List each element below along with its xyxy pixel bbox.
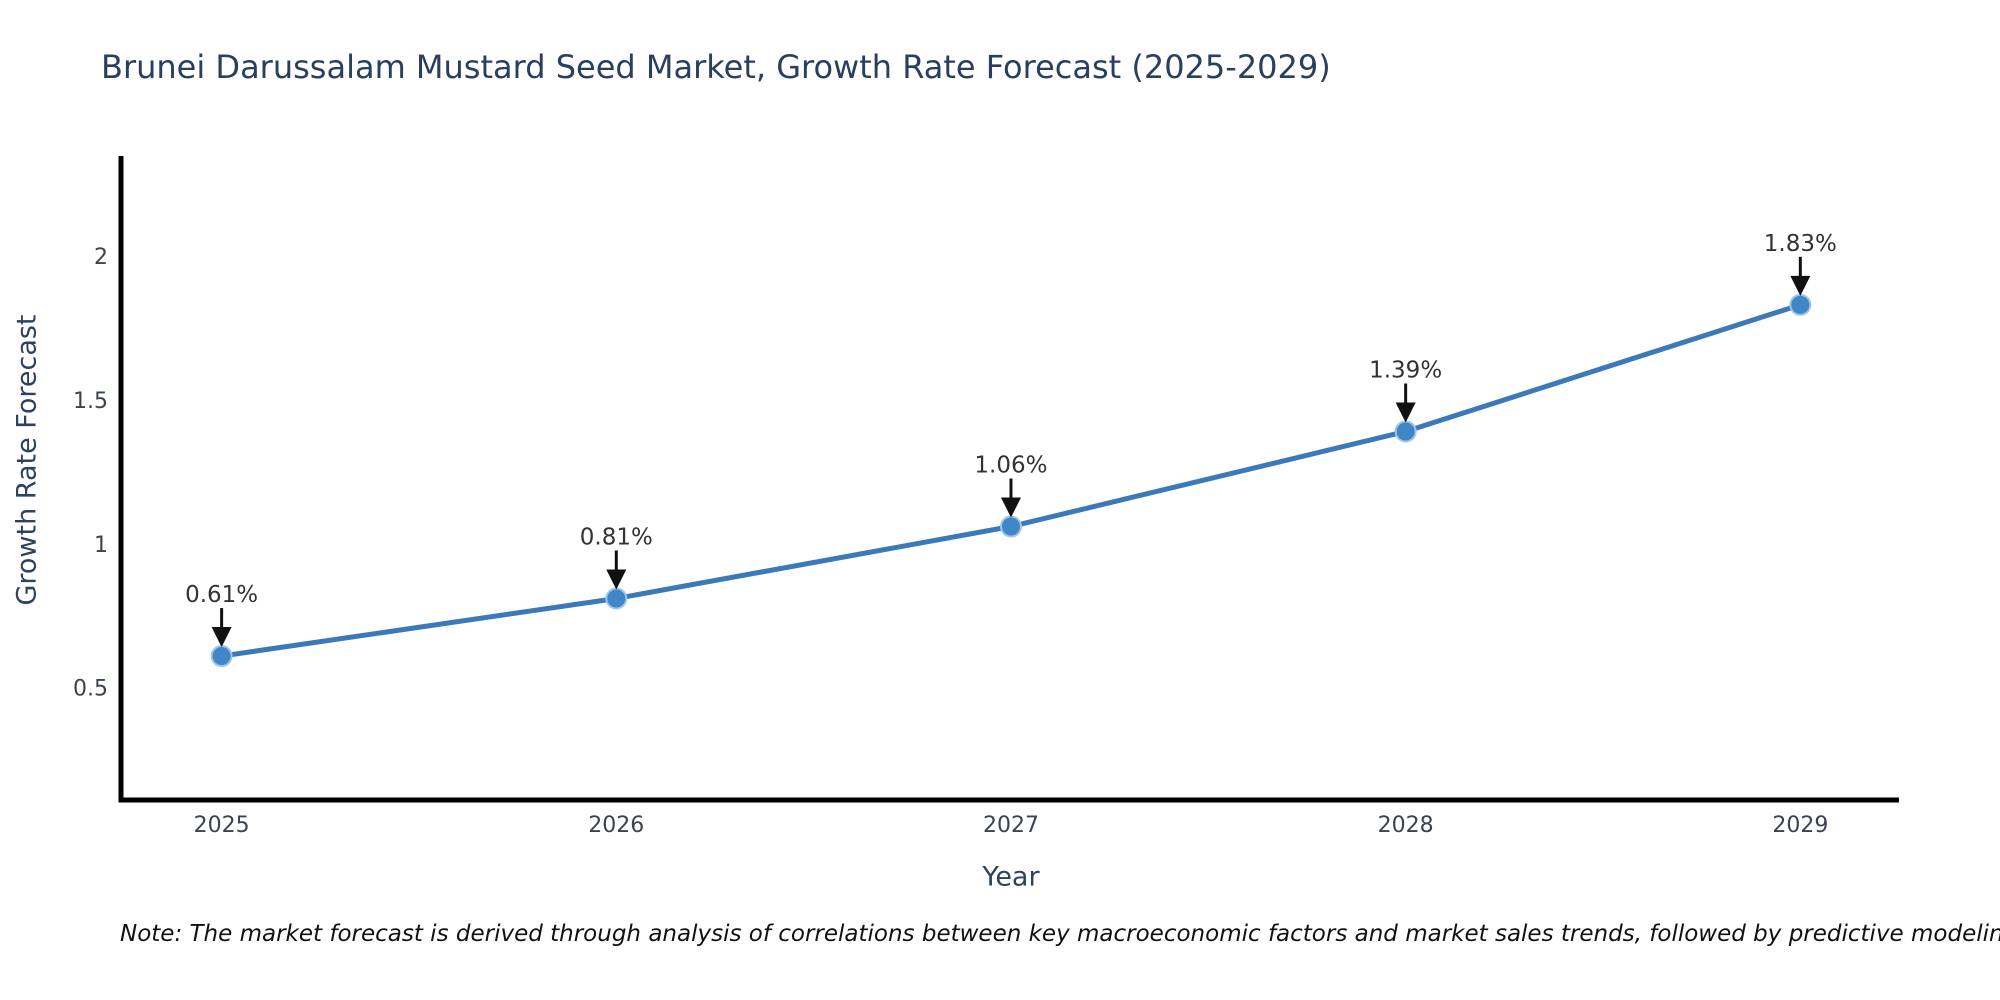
footnote: Note: The market forecast is derived thr… [120,921,2000,947]
annotation-arrow-head [211,627,232,648]
y-tick-label: 0.5 [73,677,108,702]
annotation-label-2026: 0.81% [580,524,653,550]
annotation-label-2027: 1.06% [974,453,1047,479]
annotation-arrow-head [1790,275,1811,296]
data-point-2026 [605,587,628,610]
annotation-label-2028: 1.39% [1369,357,1442,383]
y-tick-label: 1 [94,533,108,558]
annotation-label-2025: 0.61% [185,582,258,608]
data-point-2025 [210,645,233,668]
annotation-arrow-head [606,569,627,590]
data-point-2027 [999,515,1022,538]
y-tick-label: 2 [94,245,108,270]
x-tick-label: 2029 [1772,813,1828,838]
x-tick-label: 2026 [588,813,644,838]
x-axis-title: Year [982,861,1040,893]
x-tick-label: 2027 [983,813,1039,838]
chart-title: Brunei Darussalam Mustard Seed Market, G… [101,48,1331,86]
annotation-arrow-head [1000,497,1021,518]
annotation-label-2029: 1.83% [1764,231,1837,257]
x-tick-label: 2028 [1378,813,1434,838]
x-tick-label: 2025 [194,813,250,838]
annotation-arrow-head [1395,402,1416,423]
data-point-2028 [1394,420,1417,443]
data-point-2029 [1789,293,1812,316]
y-tick-label: 1.5 [73,389,108,414]
